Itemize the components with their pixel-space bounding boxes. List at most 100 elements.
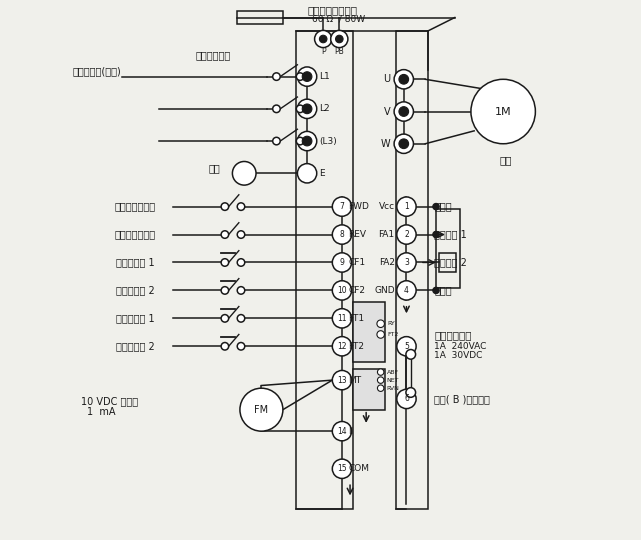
Bar bbox=[237, 11, 283, 24]
Text: 10 VDC 滿刻度: 10 VDC 滿刻度 bbox=[81, 396, 138, 407]
Text: 1A  240VAC: 1A 240VAC bbox=[435, 342, 487, 351]
Circle shape bbox=[233, 161, 256, 185]
Circle shape bbox=[221, 287, 229, 294]
Text: 多機能端子 2: 多機能端子 2 bbox=[116, 341, 154, 352]
Circle shape bbox=[399, 139, 408, 148]
Text: 1: 1 bbox=[404, 202, 409, 211]
Circle shape bbox=[237, 203, 245, 211]
Circle shape bbox=[332, 225, 352, 244]
Circle shape bbox=[378, 377, 384, 383]
Text: W: W bbox=[381, 139, 390, 148]
Text: 4: 4 bbox=[404, 286, 409, 295]
Circle shape bbox=[221, 231, 229, 238]
Text: 10: 10 bbox=[337, 286, 347, 295]
Text: 外接型煞車電阻器: 外接型煞車電阻器 bbox=[307, 5, 357, 16]
Text: 2: 2 bbox=[404, 230, 409, 239]
Circle shape bbox=[297, 131, 317, 151]
Text: 馬達: 馬達 bbox=[499, 155, 512, 165]
Text: FWD: FWD bbox=[349, 202, 369, 211]
Text: FA2: FA2 bbox=[379, 258, 395, 267]
Circle shape bbox=[406, 388, 415, 397]
Text: L2: L2 bbox=[319, 104, 329, 113]
Text: REV: REV bbox=[349, 230, 367, 239]
Text: 13: 13 bbox=[337, 376, 347, 384]
Text: ABF: ABF bbox=[387, 369, 399, 375]
Circle shape bbox=[303, 104, 312, 113]
Text: FT1: FT1 bbox=[349, 314, 365, 323]
Bar bbox=[353, 302, 385, 362]
Circle shape bbox=[221, 259, 229, 266]
Circle shape bbox=[394, 70, 413, 89]
Circle shape bbox=[394, 102, 413, 121]
Text: MT: MT bbox=[349, 376, 362, 384]
Text: 7: 7 bbox=[340, 202, 344, 211]
Text: 1M: 1M bbox=[495, 106, 512, 117]
Text: 配線用斷路器: 配線用斷路器 bbox=[196, 50, 231, 60]
Text: 3: 3 bbox=[404, 258, 409, 267]
Circle shape bbox=[272, 137, 280, 145]
Circle shape bbox=[272, 105, 280, 113]
Circle shape bbox=[335, 35, 343, 43]
Circle shape bbox=[397, 197, 416, 217]
Circle shape bbox=[332, 422, 352, 441]
Circle shape bbox=[237, 315, 245, 322]
Circle shape bbox=[237, 342, 245, 350]
Circle shape bbox=[303, 136, 312, 146]
Circle shape bbox=[221, 203, 229, 211]
Circle shape bbox=[399, 75, 408, 84]
Circle shape bbox=[315, 30, 332, 48]
Circle shape bbox=[332, 281, 352, 300]
Circle shape bbox=[297, 164, 317, 183]
Circle shape bbox=[237, 231, 245, 238]
Circle shape bbox=[378, 369, 384, 375]
Text: 反轉運轉／停止: 反轉運轉／停止 bbox=[115, 230, 156, 240]
Circle shape bbox=[399, 107, 408, 116]
Circle shape bbox=[433, 204, 439, 210]
Circle shape bbox=[332, 459, 352, 478]
Text: 9: 9 bbox=[340, 258, 344, 267]
Circle shape bbox=[221, 342, 229, 350]
Text: 常閉( B )接點型式: 常閉( B )接點型式 bbox=[435, 394, 490, 404]
Text: COM: COM bbox=[349, 464, 369, 473]
Text: 接地: 接地 bbox=[208, 163, 220, 173]
Circle shape bbox=[296, 73, 304, 80]
Circle shape bbox=[297, 67, 317, 86]
Circle shape bbox=[397, 253, 416, 272]
Text: 異常接點輸出: 異常接點輸出 bbox=[435, 330, 472, 341]
Bar bbox=[438, 253, 456, 272]
Text: FM: FM bbox=[254, 404, 269, 415]
Bar bbox=[395, 31, 428, 509]
Text: 主回路電源(三相): 主回路電源(三相) bbox=[73, 66, 122, 76]
Text: 1  mA: 1 mA bbox=[87, 407, 115, 417]
Text: 類比端子 2: 類比端子 2 bbox=[435, 258, 467, 267]
Circle shape bbox=[397, 336, 416, 356]
Text: FT2: FT2 bbox=[349, 342, 365, 351]
Text: P: P bbox=[321, 47, 326, 56]
Text: RVN: RVN bbox=[387, 386, 399, 390]
Circle shape bbox=[296, 137, 304, 145]
Circle shape bbox=[397, 281, 416, 300]
Text: II: II bbox=[349, 427, 354, 436]
Text: NET: NET bbox=[387, 377, 399, 383]
Text: 15: 15 bbox=[337, 464, 347, 473]
Text: V: V bbox=[384, 106, 390, 117]
Circle shape bbox=[331, 30, 348, 48]
Circle shape bbox=[319, 35, 327, 43]
Text: RY: RY bbox=[388, 321, 395, 326]
Bar bbox=[353, 369, 385, 410]
Text: L1: L1 bbox=[319, 72, 329, 81]
Text: 5: 5 bbox=[404, 342, 409, 351]
Circle shape bbox=[406, 349, 415, 359]
Circle shape bbox=[272, 73, 280, 80]
Circle shape bbox=[237, 287, 245, 294]
Circle shape bbox=[240, 388, 283, 431]
Circle shape bbox=[397, 389, 416, 409]
Circle shape bbox=[296, 105, 304, 113]
Circle shape bbox=[377, 330, 385, 338]
Circle shape bbox=[297, 99, 317, 118]
Text: 正電源: 正電源 bbox=[435, 201, 452, 212]
Circle shape bbox=[303, 72, 312, 82]
Text: 多機能端子 1: 多機能端子 1 bbox=[116, 313, 154, 323]
Text: (L3): (L3) bbox=[319, 137, 337, 146]
Circle shape bbox=[394, 134, 413, 153]
